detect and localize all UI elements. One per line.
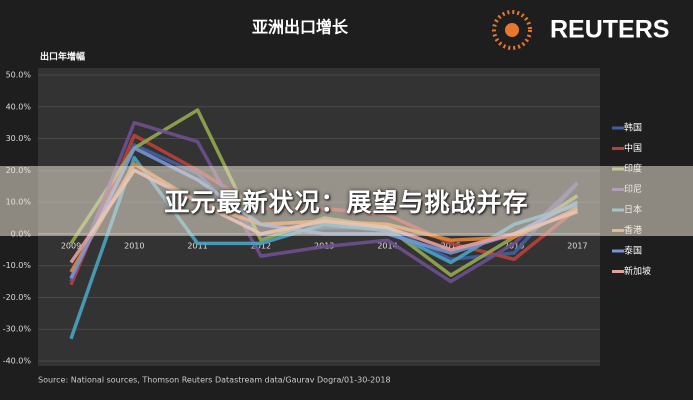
chart-title: 亚洲出口增长 [252, 18, 349, 37]
legend-label: 泰国 [624, 245, 642, 257]
logo: REUTERS [492, 10, 669, 50]
legend-label: 韩国 [624, 122, 642, 134]
x-tick-label: 2011 [187, 241, 207, 250]
logo-mark [492, 10, 532, 50]
x-tick-label: 2009 [61, 241, 81, 250]
logo-text: REUTERS [550, 16, 669, 44]
y-tick-label: -30.0% [3, 325, 32, 334]
legend-label: 新加坡 [624, 265, 651, 277]
y-tick-label: 30.0% [6, 134, 32, 143]
y-tick-label: -10.0% [3, 261, 32, 270]
overlay-banner: 亚元最新状况：展望与挑战并存 [0, 166, 693, 236]
x-tick-label: 2016 [504, 241, 524, 250]
x-tick-label: 2017 [567, 241, 587, 250]
x-tick-label: 2010 [124, 241, 144, 250]
x-tick-label: 2014 [377, 241, 397, 250]
x-tick-label: 2012 [251, 241, 271, 250]
overlay-title: 亚元最新状况：展望与挑战并存 [164, 188, 529, 217]
source-note: Source: National sources, Thomson Reuter… [38, 376, 391, 385]
y-axis-label: 出口年增幅 [40, 51, 85, 63]
y-tick-label: 50.0% [6, 71, 32, 80]
legend-label: 中国 [624, 142, 642, 154]
x-tick-label: 2015 [441, 241, 461, 250]
series-line [69, 120, 579, 284]
logo-mark [505, 23, 519, 37]
y-tick-label: -40.0% [3, 357, 32, 366]
y-tick-label: -20.0% [3, 293, 32, 302]
y-tick-label: 40.0% [6, 102, 32, 111]
